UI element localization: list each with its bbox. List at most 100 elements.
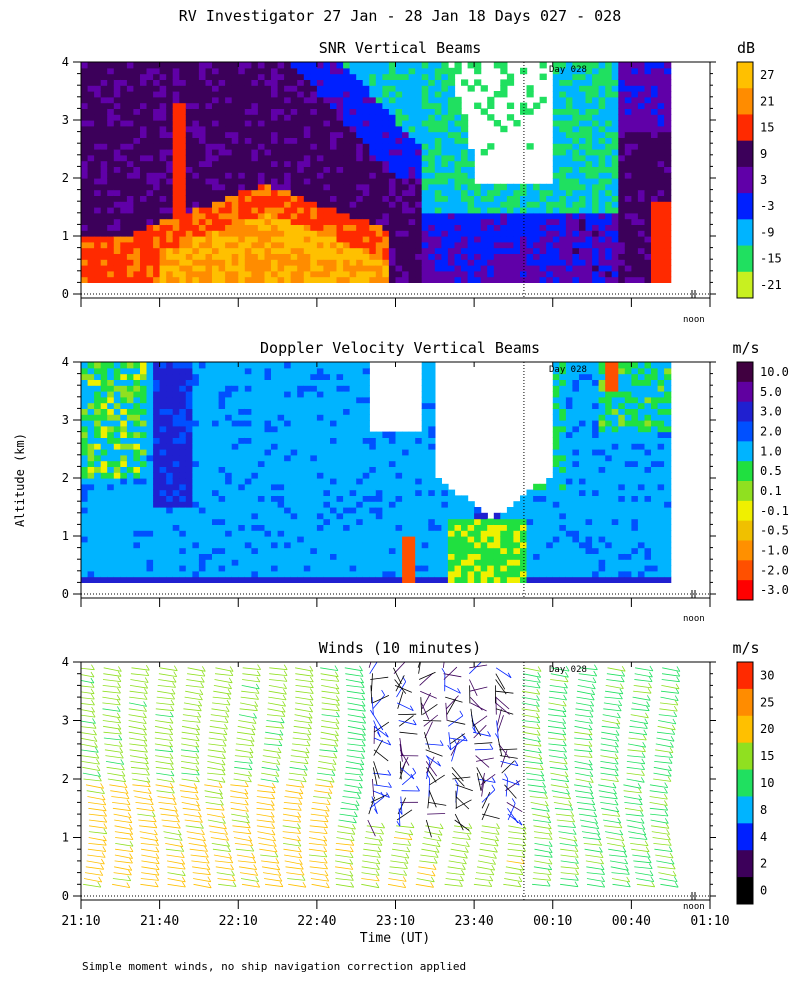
doppler-cell (113, 570, 121, 578)
snr-cell (198, 195, 207, 202)
snr-cell (402, 276, 410, 283)
snr-cell (500, 212, 508, 220)
doppler-cell (146, 379, 154, 386)
doppler-cell (277, 362, 285, 369)
doppler-cell (120, 385, 128, 392)
snr-cell (251, 79, 259, 86)
snr-cell (231, 166, 239, 173)
snr-cell (238, 218, 246, 225)
doppler-cell (297, 524, 305, 531)
snr-cell (598, 224, 606, 231)
snr-cell (238, 160, 246, 167)
snr-cell (579, 154, 587, 162)
snr-cell (356, 201, 364, 208)
doppler-cell (284, 559, 292, 566)
snr-cell (284, 62, 292, 69)
doppler-cell (146, 402, 154, 409)
doppler-cell (244, 385, 252, 392)
snr-cell (395, 224, 403, 231)
snr-cell (336, 195, 344, 202)
doppler-cell (284, 541, 292, 549)
snr-cell (421, 137, 429, 144)
snr-cell (611, 149, 619, 156)
snr-cell (231, 114, 239, 121)
snr-cell (526, 224, 534, 231)
doppler-cell (349, 472, 357, 479)
doppler-cell (316, 454, 325, 462)
snr-cell (271, 195, 279, 202)
snr-cell (120, 241, 128, 249)
snr-cell (120, 73, 128, 80)
doppler-cell (264, 443, 272, 450)
doppler-cell (126, 576, 135, 583)
snr-cell (539, 212, 547, 220)
doppler-cell (271, 518, 279, 525)
snr-cell (611, 160, 619, 167)
snr-cell (461, 160, 469, 167)
snr-cell (395, 172, 403, 179)
snr-cell (605, 195, 613, 202)
snr-cell (559, 166, 567, 173)
doppler-cell (153, 547, 161, 554)
snr-cell (244, 207, 252, 214)
snr-cell (356, 230, 364, 237)
doppler-cell (244, 541, 252, 549)
doppler-cell (198, 460, 207, 467)
snr-cell (356, 108, 364, 115)
snr-cell (225, 253, 233, 260)
snr-cell (244, 114, 252, 121)
snr-cell (185, 201, 193, 208)
snr-cell (349, 166, 357, 173)
snr-cell (624, 218, 632, 225)
snr-cell (605, 166, 613, 173)
doppler-cell (244, 570, 252, 578)
snr-cell (664, 236, 672, 243)
snr-cell (434, 160, 442, 167)
snr-cell (579, 108, 587, 115)
snr-cell (198, 172, 207, 179)
snr-cell (637, 236, 646, 243)
snr-cell (369, 201, 377, 208)
snr-cell (185, 154, 193, 162)
snr-cell (402, 114, 410, 121)
snr-cell (343, 108, 351, 115)
snr-cell (336, 212, 344, 220)
doppler-cell (284, 367, 292, 375)
doppler-cell (185, 547, 193, 554)
snr-cell (454, 189, 462, 196)
snr-cell (657, 195, 665, 202)
snr-cell (153, 149, 161, 156)
snr-cell (637, 108, 646, 115)
snr-cell (585, 241, 593, 249)
doppler-cell (140, 518, 148, 525)
snr-cell (362, 73, 370, 80)
snr-cell (362, 189, 370, 196)
snr-cell (264, 172, 272, 179)
snr-cell (447, 91, 456, 98)
snr-cell (133, 183, 141, 191)
doppler-cell (362, 518, 370, 525)
snr-cell (402, 218, 410, 225)
snr-cell (94, 172, 102, 179)
doppler-cell (166, 425, 174, 433)
doppler-cell (251, 379, 259, 386)
snr-cell (271, 183, 279, 191)
snr-cell (552, 253, 560, 260)
doppler-cell (179, 420, 187, 427)
doppler-cell (362, 512, 370, 520)
doppler-cell (369, 466, 377, 473)
snr-cell (605, 137, 613, 144)
doppler-cell (290, 524, 298, 531)
snr-cell (598, 120, 606, 127)
snr-cell (185, 114, 193, 121)
doppler-cell (185, 501, 193, 508)
snr-cell (428, 67, 436, 75)
snr-cell (565, 207, 574, 214)
snr-cell (166, 207, 174, 214)
doppler-cell (264, 559, 272, 566)
snr-cell (382, 230, 390, 237)
snr-cell (362, 120, 370, 127)
snr-cell (343, 265, 351, 272)
doppler-cell (107, 507, 115, 514)
doppler-cell (133, 512, 141, 520)
